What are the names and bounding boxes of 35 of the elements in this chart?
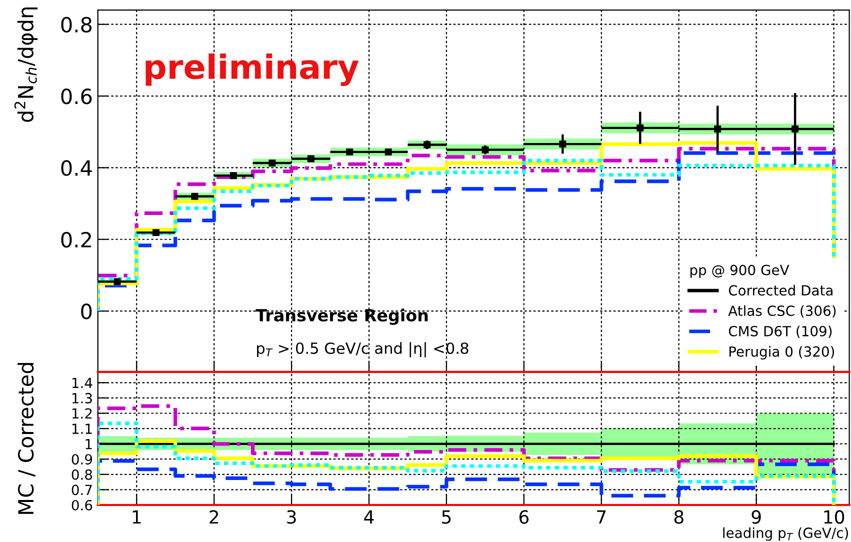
y-tick-label: 1.4 xyxy=(72,378,92,388)
y-tick-label: 0.6 xyxy=(61,88,92,104)
x-axis-title: leading p$_{T}$ (GeV/c) xyxy=(723,527,848,541)
legend-label: CMS D6T (109) xyxy=(728,326,832,338)
x-tick-label: 7 xyxy=(597,510,606,524)
annotation: p$_{T}$ > 0.5 GeV/c and |η| <0.8 xyxy=(257,342,468,358)
y-axis-title: d$^{2}$N$_{ch}$/dφdη xyxy=(14,8,38,122)
y-tick-label: 1 xyxy=(86,438,92,450)
y-tick-label: 0.9 xyxy=(72,454,92,465)
y-tick-label: 0.7 xyxy=(72,484,92,496)
x-tick-label: 3 xyxy=(287,510,296,524)
y-tick-label: 0.2 xyxy=(61,232,91,248)
x-tick-label: 6 xyxy=(519,510,529,524)
x-tick-label: 2 xyxy=(210,510,218,524)
y-tick-label: 0.8 xyxy=(72,469,92,480)
x-tick-label: 9 xyxy=(752,510,761,524)
x-tick-label: 5 xyxy=(442,510,451,524)
y-tick-label: 0.8 xyxy=(61,16,92,33)
legend-title: pp @ 900 GeV xyxy=(690,264,790,278)
y-tick-label: 1.2 xyxy=(72,408,92,419)
y-tick-label: 1.3 xyxy=(72,392,92,404)
legend-label: Perugia 0 (320) xyxy=(729,346,834,360)
y-tick-label: 0.6 xyxy=(72,500,92,510)
annotation: preliminary xyxy=(146,53,359,86)
y-tick-label: 0 xyxy=(81,304,92,320)
x-tick-label: 1 xyxy=(132,510,141,524)
series-label: Atlas CSC (306) xyxy=(728,305,836,318)
y-axis-title: MC / Corrected xyxy=(18,362,36,514)
annotation: Transverse Region xyxy=(256,308,428,325)
x-tick-label: 8 xyxy=(674,510,684,524)
y-tick-label: 1.1 xyxy=(72,424,92,434)
x-tick-label: 4 xyxy=(364,510,374,524)
legend-label: Corrected Data xyxy=(728,284,832,296)
y-tick-label: 0.4 xyxy=(61,160,92,176)
x-tick-label: 10 xyxy=(824,510,844,524)
